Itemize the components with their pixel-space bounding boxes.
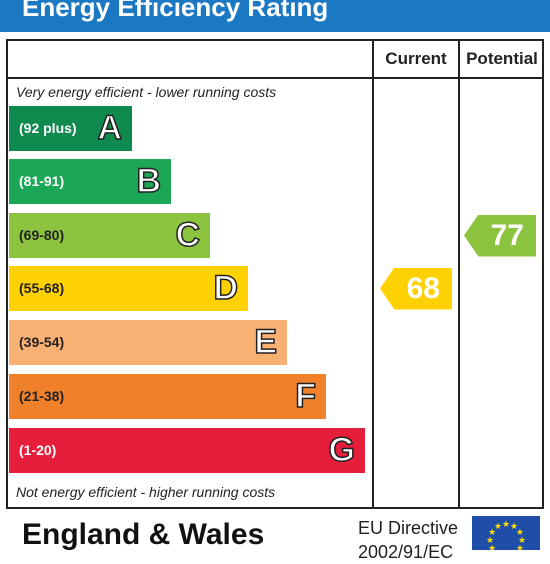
current-rating-arrow: 68: [380, 267, 452, 310]
potential-rating-arrow: 77: [464, 214, 536, 257]
band-b: (81-91) B: [9, 159, 171, 204]
band-a: (92 plus) A: [9, 106, 132, 151]
directive-line-2: 2002/91/EC: [358, 542, 454, 562]
band-c: (69-80) C: [9, 213, 210, 258]
svg-text:★: ★: [488, 527, 496, 537]
current-rating-value: 68: [406, 271, 440, 305]
band-letter: D: [213, 268, 239, 308]
potential-column-header: Potential: [466, 49, 538, 68]
eu-directive: EU Directive 2002/91/EC: [358, 516, 468, 564]
title-bar: Energy Efficiency Rating: [0, 0, 550, 32]
band-range: (1-20): [19, 442, 57, 458]
potential-column-divider: [458, 39, 460, 509]
svg-text:★: ★: [516, 527, 524, 537]
svg-text:★: ★: [494, 549, 502, 550]
country-label: England & Wales: [22, 518, 265, 551]
current-column-header: Current: [385, 49, 447, 68]
svg-text:★: ★: [486, 535, 494, 545]
band-range: (92 plus): [19, 120, 77, 136]
header-divider: [6, 77, 544, 79]
svg-text:★: ★: [510, 521, 518, 531]
eu-flag-icon: ★★★★★★★★★★★★: [472, 516, 540, 550]
svg-text:★: ★: [494, 521, 502, 531]
band-range: (21-38): [19, 388, 65, 404]
bottom-caption: Not energy efficient - higher running co…: [16, 484, 276, 500]
band-range: (39-54): [19, 334, 65, 350]
current-column-divider: [372, 39, 374, 509]
band-range: (69-80): [19, 227, 65, 243]
svg-text:★: ★: [502, 519, 510, 529]
svg-text:★: ★: [516, 543, 524, 550]
band-e: (39-54) E: [9, 320, 287, 365]
band-letter: B: [136, 161, 162, 201]
band-letter: F: [294, 376, 316, 416]
svg-text:★: ★: [510, 549, 518, 550]
band-f: (21-38) F: [9, 374, 326, 419]
footer-divider: [6, 507, 544, 509]
band-letter: C: [175, 215, 201, 255]
top-caption: Very energy efficient - lower running co…: [16, 84, 277, 100]
band-letter: A: [97, 108, 123, 148]
chart-title: Energy Efficiency Rating: [22, 0, 329, 22]
band-letter: E: [254, 322, 278, 362]
potential-rating-value: 77: [490, 218, 524, 252]
band-range: (55-68): [19, 280, 65, 296]
svg-text:★: ★: [518, 535, 526, 545]
band-range: (81-91): [19, 173, 65, 189]
band-letter: G: [328, 430, 356, 470]
band-d: (55-68) D: [9, 266, 248, 311]
directive-line-1: EU Directive: [358, 518, 459, 538]
band-g: (1-20) G: [9, 428, 365, 473]
svg-text:★: ★: [488, 543, 496, 550]
